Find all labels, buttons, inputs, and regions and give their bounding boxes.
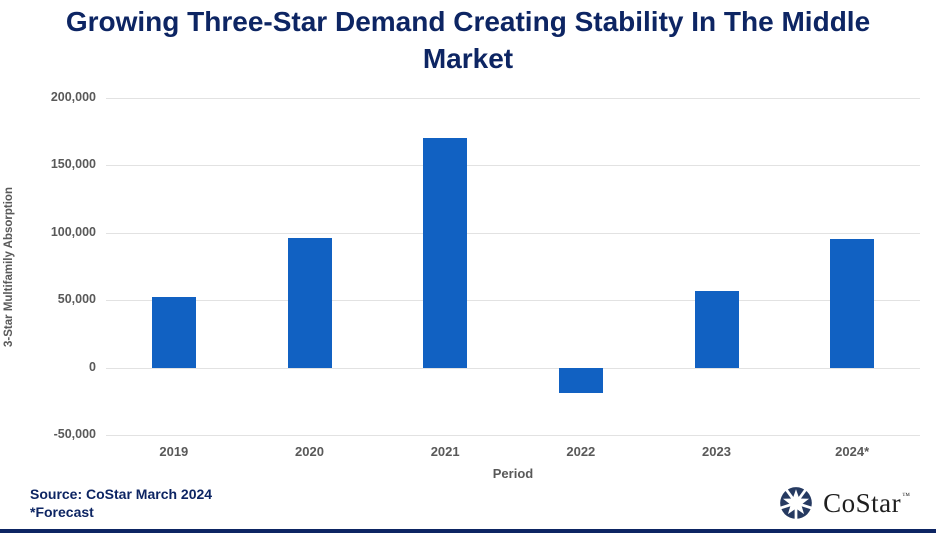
page-title: Growing Three-Star Demand Creating Stabi… (65, 6, 871, 74)
y-tick-label: 0 (89, 359, 96, 374)
x-tick-label: 2023 (702, 444, 731, 459)
y-tick-label: 50,000 (57, 292, 96, 307)
trademark-symbol: ™ (902, 490, 910, 500)
gridline (106, 300, 920, 302)
gridline (106, 165, 920, 167)
y-tick-label: -50,000 (53, 427, 96, 441)
x-axis-label: Period (492, 466, 534, 481)
x-tick-label: 2021 (430, 444, 460, 459)
source-line: Source: CoStar March 2024 (30, 486, 213, 502)
bar-2022 (558, 367, 603, 393)
bar-2023 (694, 290, 739, 368)
gridline (106, 367, 920, 369)
bar-2020 (287, 238, 332, 368)
gridline (106, 435, 920, 436)
bar-2019 (151, 296, 196, 368)
costar-logo: CoStar™ (777, 484, 910, 522)
y-axis-label: 3-Star Multifamily Absorption (3, 186, 16, 347)
gridline (106, 98, 920, 99)
x-tick-label: 2024* (835, 444, 870, 459)
costar-wordmark: CoStar™ (823, 487, 910, 518)
y-tick-label: 200,000 (50, 90, 96, 104)
bar-2021 (423, 138, 468, 368)
x-tick-label: 2022 (566, 444, 596, 459)
x-tick-label: 2019 (159, 444, 189, 459)
gridline (106, 232, 920, 234)
y-tick-label: 100,000 (50, 224, 96, 239)
x-tick-label: 2020 (295, 444, 324, 459)
costar-pinwheel-icon (779, 487, 813, 520)
forecast-note: *Forecast (30, 503, 94, 520)
source-note: Source: CoStar March 2024 *Forecast (30, 486, 212, 521)
bar-chart-plot-area (106, 98, 920, 436)
bottom-accent-bar (0, 529, 936, 533)
y-tick-label: 150,000 (50, 157, 96, 172)
bar-2024 (830, 238, 875, 368)
